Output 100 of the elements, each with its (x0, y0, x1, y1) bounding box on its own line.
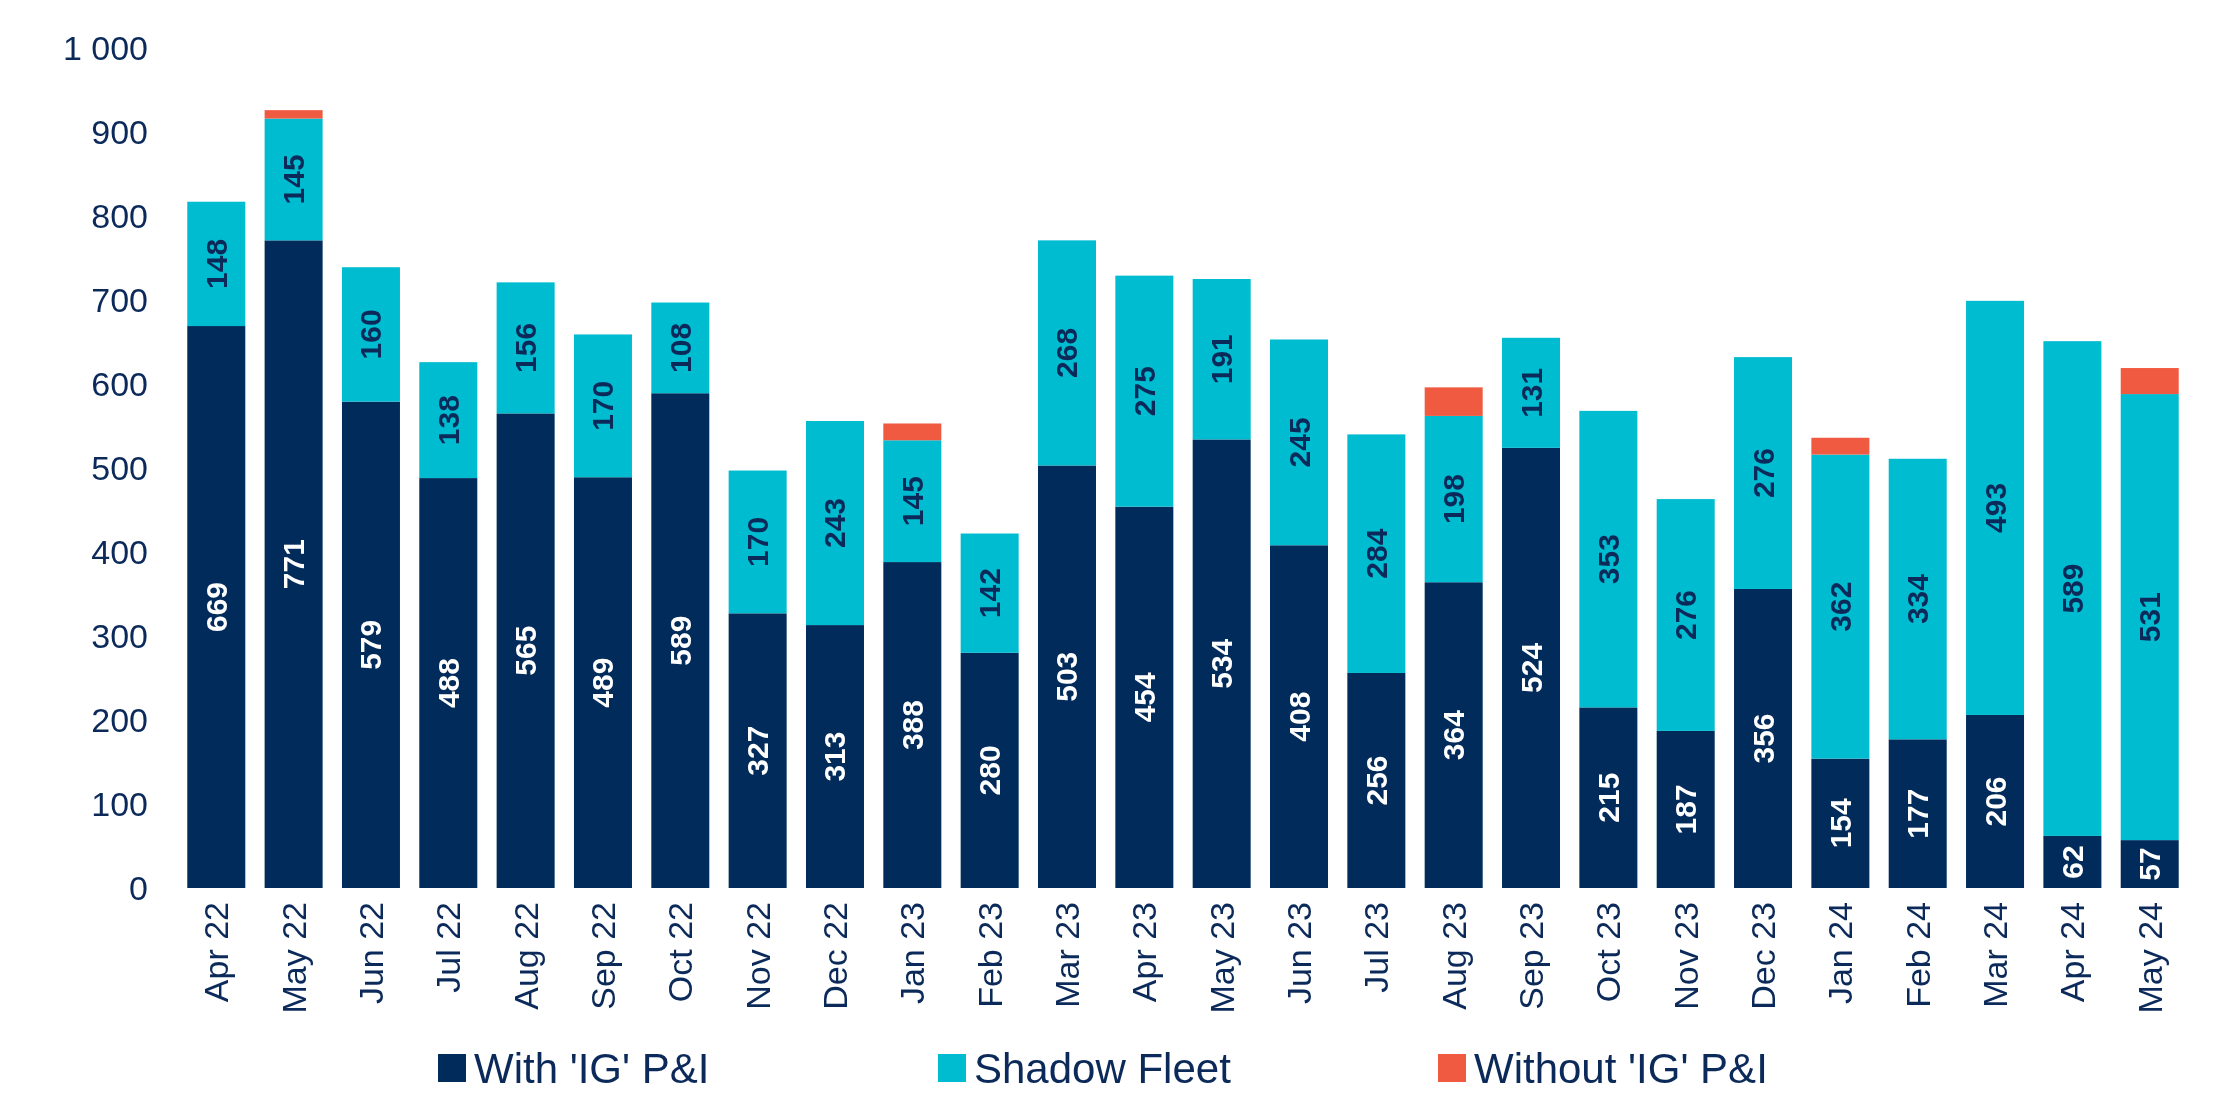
bar (419, 362, 478, 479)
data-label: 131 (1514, 367, 1548, 418)
x-tick-label: Jan 24 (1821, 902, 1860, 1005)
data-label: 57 (2133, 847, 2167, 881)
x-tick-label: Feb 24 (1898, 902, 1937, 1008)
y-tick-label: 900 (91, 113, 148, 151)
data-label: 489 (586, 657, 620, 708)
x-tick-label: Apr 24 (2053, 902, 2092, 1003)
y-tick-label: 600 (91, 365, 148, 403)
x-tick-label: May 22 (274, 902, 313, 1014)
data-label: 280 (973, 745, 1007, 796)
data-label: 187 (1669, 784, 1703, 835)
bar (1656, 499, 1715, 731)
bar (960, 533, 1019, 653)
bar (1424, 387, 1483, 416)
bar (2043, 341, 2102, 836)
y-tick-label: 200 (91, 701, 148, 739)
bar (2120, 394, 2179, 841)
data-label: 771 (277, 539, 311, 590)
x-tick-label: Sep 23 (1512, 902, 1551, 1010)
data-label: 356 (1746, 713, 1780, 764)
data-label: 108 (663, 322, 697, 373)
bar (1734, 588, 1793, 888)
bar (573, 334, 632, 478)
data-label: 145 (277, 154, 311, 205)
bar (1424, 415, 1483, 583)
data-label: 503 (1050, 651, 1084, 702)
data-label: 156 (509, 322, 543, 373)
y-tick-label: 400 (91, 533, 148, 571)
x-tick-label: Jul 23 (1357, 902, 1396, 993)
data-label: 243 (818, 497, 852, 549)
x-tick-label: Apr 22 (197, 902, 236, 1003)
bar (960, 652, 1019, 888)
bar (187, 201, 246, 327)
x-tick-label: Dec 23 (1744, 902, 1783, 1010)
x-tick-label: Jun 22 (351, 902, 390, 1005)
legend-label: Shadow Fleet (974, 1044, 1232, 1092)
y-tick-label: 800 (91, 197, 148, 235)
bar (341, 401, 400, 888)
data-label: 177 (1901, 788, 1935, 839)
bar (1502, 447, 1561, 888)
bar (341, 267, 400, 402)
bar (1966, 300, 2025, 715)
bar (728, 613, 787, 888)
bar (1579, 410, 1638, 708)
x-tick-label: Nov 23 (1666, 902, 1705, 1010)
bar (1656, 730, 1715, 888)
data-label: 215 (1591, 772, 1625, 823)
bar (496, 282, 555, 414)
data-label: 245 (1282, 417, 1316, 468)
data-label: 160 (354, 309, 388, 360)
data-label: 669 (199, 581, 233, 633)
bar (1270, 339, 1328, 546)
bar (883, 562, 942, 888)
bar (1192, 279, 1251, 440)
data-label: 191 (1205, 334, 1239, 385)
data-label: 313 (818, 731, 852, 782)
data-label: 256 (1359, 755, 1393, 806)
data-label: 142 (973, 568, 1007, 619)
bar (651, 393, 710, 888)
data-label: 579 (354, 619, 388, 670)
bar (1037, 240, 1096, 466)
x-tick-label: Aug 23 (1434, 902, 1473, 1010)
x-tick-label: Oct 23 (1589, 902, 1628, 1003)
data-label: 276 (1746, 448, 1780, 499)
data-label: 408 (1282, 691, 1316, 742)
x-tick-label: May 24 (2130, 902, 2169, 1014)
data-label: 198 (1437, 474, 1471, 525)
bar (1811, 437, 1870, 455)
data-label: 388 (895, 700, 929, 751)
bar (1347, 434, 1406, 673)
data-label: 275 (1127, 366, 1161, 417)
data-label: 454 (1127, 671, 1161, 723)
data-label: 334 (1901, 573, 1935, 625)
x-tick-label: May 23 (1202, 902, 1241, 1014)
y-tick-label: 1 000 (62, 29, 148, 67)
bar (1192, 439, 1251, 888)
bar (1115, 275, 1174, 507)
data-label: 589 (2055, 563, 2089, 614)
x-tick-label: Dec 22 (815, 902, 854, 1010)
y-tick-label: 500 (91, 449, 148, 487)
x-tick-label: Jan 23 (893, 902, 932, 1005)
bar (1347, 672, 1406, 888)
x-tick-label: Feb 23 (970, 902, 1009, 1008)
bar (1888, 739, 1947, 888)
data-label: 170 (741, 516, 775, 567)
legend-label: With 'IG' P&I (474, 1044, 710, 1092)
bar (1270, 545, 1328, 888)
data-label: 524 (1514, 642, 1548, 693)
bar (1811, 758, 1870, 888)
bar (1502, 337, 1561, 448)
bar (264, 110, 323, 119)
data-label: 531 (2133, 592, 2167, 643)
bar (419, 478, 478, 888)
bar (264, 118, 323, 241)
x-tick-label: Jul 22 (429, 902, 468, 993)
bar (805, 420, 864, 626)
data-label: 362 (1823, 581, 1857, 632)
x-tick-label: Oct 22 (661, 902, 700, 1003)
y-tick-label: 0 (129, 869, 148, 907)
